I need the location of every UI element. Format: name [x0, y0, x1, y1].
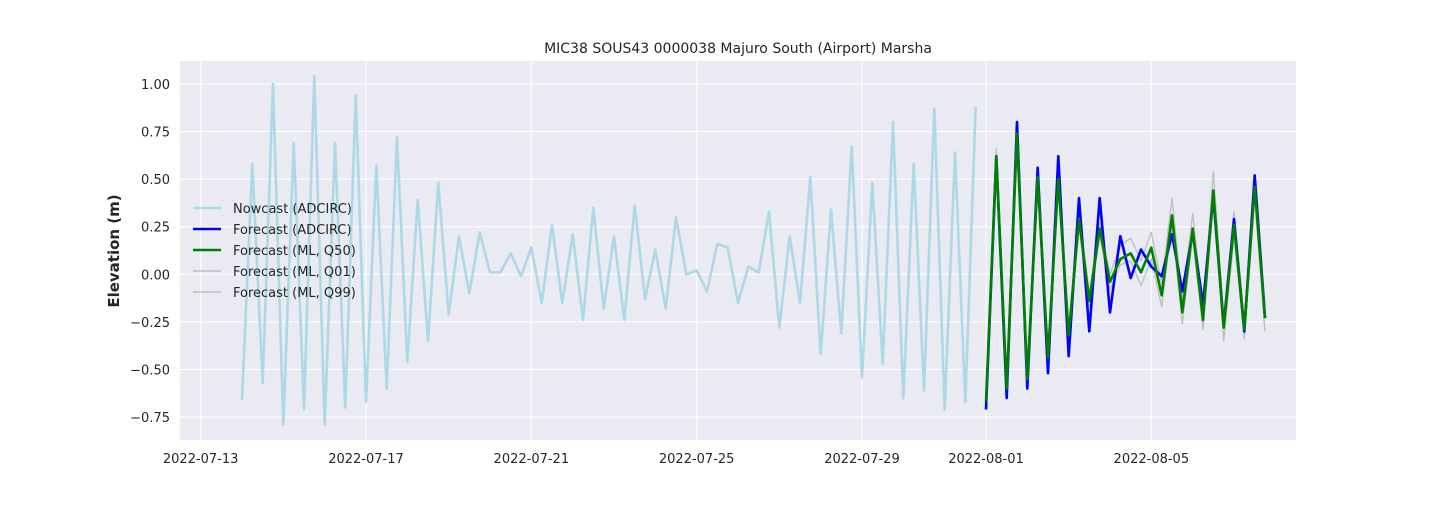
- y-tick-label: 0.25: [141, 221, 170, 236]
- legend-label: Forecast (ML, Q50): [233, 244, 356, 259]
- x-tick-labels: 2022-07-13 2022-07-17 2022-07-21 2022-07-25…: [163, 452, 1189, 467]
- x-tick-label: 2022-07-25: [659, 452, 735, 467]
- series-line: [240, 74, 977, 427]
- y-tick-label: −0.25: [130, 316, 170, 331]
- y-tick-label: 0.00: [141, 268, 170, 283]
- x-tick-label: 2022-07-17: [328, 452, 404, 467]
- y-tick-label: 1.00: [141, 78, 170, 93]
- x-tick-label: 2022-08-05: [1114, 452, 1190, 467]
- x-tick-label: 2022-08-01: [948, 452, 1024, 467]
- legend-label: Forecast (ADCIRC): [233, 223, 352, 238]
- series-layer: [240, 74, 1267, 427]
- x-tick-label: 2022-07-13: [163, 452, 239, 467]
- y-tick-labels: −0.75 −0.50 −0.25 0.00 0.25 0.50 0.75 1.00: [130, 78, 170, 426]
- y-axis-label: Elevation (m): [105, 194, 123, 307]
- series-line: [984, 132, 1267, 402]
- y-tick-label: −0.50: [130, 364, 170, 379]
- legend-label: Forecast (ML, Q99): [233, 286, 356, 301]
- chart-title: MIC38 SOUS43 0000038 Majuro South (Airpo…: [544, 41, 932, 57]
- y-tick-label: 0.75: [141, 125, 170, 140]
- legend-label: Nowcast (ADCIRC): [233, 202, 352, 217]
- x-tick-label: 2022-07-21: [494, 452, 570, 467]
- x-tick-label: 2022-07-29: [824, 452, 900, 467]
- legend-label: Forecast (ML, Q01): [233, 265, 356, 280]
- legend: Nowcast (ADCIRC) Forecast (ADCIRC) Forecas…: [193, 202, 356, 301]
- y-tick-label: 0.50: [141, 173, 170, 188]
- y-tick-label: −0.75: [130, 411, 170, 426]
